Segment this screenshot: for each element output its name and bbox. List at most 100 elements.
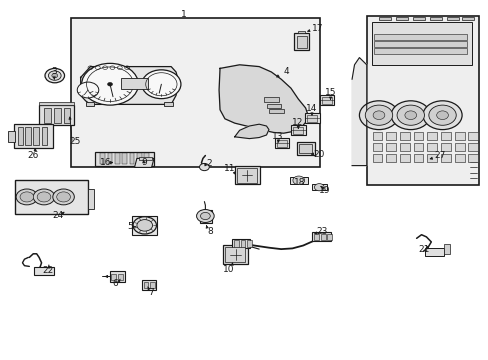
Bar: [440, 132, 450, 140]
Circle shape: [53, 189, 74, 205]
Bar: [413, 143, 423, 151]
Bar: [319, 95, 334, 105]
Bar: [100, 153, 105, 164]
Bar: [305, 113, 319, 123]
Circle shape: [200, 212, 210, 220]
Bar: [293, 127, 303, 134]
Text: 21: 21: [418, 245, 429, 253]
Circle shape: [16, 189, 38, 205]
Bar: [39, 102, 74, 105]
Bar: [71, 18, 320, 167]
Circle shape: [52, 73, 58, 78]
Bar: [311, 184, 326, 190]
Circle shape: [57, 192, 70, 202]
Bar: [150, 282, 154, 288]
Bar: [264, 97, 278, 102]
Bar: [311, 232, 330, 241]
Circle shape: [314, 184, 324, 191]
Bar: [142, 280, 156, 290]
Bar: [321, 97, 331, 104]
Bar: [41, 127, 47, 145]
Text: 22: 22: [42, 266, 54, 275]
Bar: [54, 108, 61, 123]
Bar: [399, 132, 409, 140]
Circle shape: [422, 101, 461, 130]
Bar: [373, 41, 466, 47]
Text: 20: 20: [312, 150, 324, 158]
Bar: [15, 180, 88, 214]
Bar: [137, 153, 142, 164]
Bar: [468, 154, 477, 162]
Bar: [454, 143, 464, 151]
Text: 24: 24: [52, 211, 63, 220]
Circle shape: [48, 71, 61, 80]
Bar: [291, 125, 305, 135]
Bar: [313, 234, 318, 240]
Bar: [373, 48, 466, 54]
Bar: [372, 143, 382, 151]
Bar: [8, 131, 15, 142]
Bar: [366, 16, 478, 185]
Bar: [276, 140, 286, 147]
Circle shape: [359, 101, 398, 130]
Text: 27: 27: [433, 151, 445, 160]
Bar: [378, 17, 390, 20]
Polygon shape: [134, 158, 154, 167]
Circle shape: [404, 111, 416, 120]
Bar: [39, 105, 74, 125]
Circle shape: [199, 163, 209, 171]
Bar: [326, 234, 331, 240]
Bar: [223, 245, 248, 264]
Bar: [447, 17, 458, 20]
Bar: [399, 143, 409, 151]
Bar: [143, 282, 148, 288]
Circle shape: [390, 101, 429, 130]
Bar: [25, 127, 31, 145]
Bar: [118, 274, 123, 280]
Text: 6: 6: [112, 279, 118, 288]
Bar: [111, 274, 116, 280]
Bar: [386, 132, 395, 140]
Bar: [371, 22, 471, 65]
Bar: [427, 143, 436, 151]
Circle shape: [142, 70, 181, 99]
Bar: [399, 154, 409, 162]
Bar: [34, 267, 54, 275]
Text: 10: 10: [223, 266, 234, 274]
Bar: [14, 124, 53, 148]
Polygon shape: [351, 58, 366, 166]
Bar: [268, 109, 283, 113]
Bar: [413, 154, 423, 162]
Bar: [233, 240, 238, 247]
Text: 11: 11: [224, 164, 235, 173]
Text: 3: 3: [51, 68, 57, 77]
Text: 13: 13: [271, 132, 283, 140]
Text: 23: 23: [315, 227, 327, 236]
Bar: [225, 247, 244, 262]
Bar: [129, 153, 134, 164]
Text: 2: 2: [205, 159, 211, 168]
Circle shape: [77, 82, 99, 98]
Bar: [122, 153, 127, 164]
Text: 5: 5: [127, 222, 133, 231]
Bar: [461, 17, 473, 20]
Bar: [290, 177, 307, 184]
Bar: [85, 102, 94, 106]
Bar: [297, 31, 305, 33]
Polygon shape: [234, 124, 268, 139]
Bar: [109, 271, 125, 282]
Bar: [107, 153, 112, 164]
Bar: [296, 36, 306, 48]
Bar: [429, 17, 441, 20]
Text: 19: 19: [319, 186, 330, 194]
Bar: [237, 168, 256, 183]
Text: 16: 16: [100, 158, 111, 167]
Circle shape: [81, 63, 138, 105]
Polygon shape: [219, 65, 307, 133]
Bar: [386, 143, 395, 151]
Bar: [440, 143, 450, 151]
Bar: [33, 127, 39, 145]
Text: 1: 1: [180, 10, 186, 19]
Bar: [44, 108, 51, 123]
Bar: [88, 189, 94, 209]
